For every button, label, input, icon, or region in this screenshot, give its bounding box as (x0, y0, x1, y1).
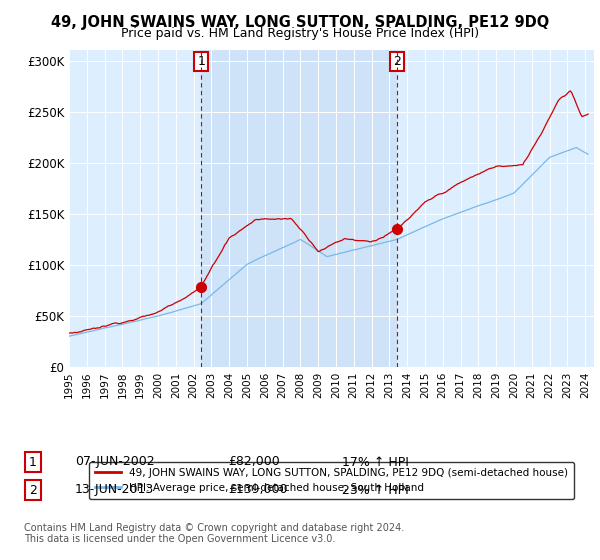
Text: 1: 1 (197, 55, 205, 68)
Text: £82,000: £82,000 (228, 455, 280, 469)
Text: This data is licensed under the Open Government Licence v3.0.: This data is licensed under the Open Gov… (24, 534, 335, 544)
Text: 07-JUN-2002: 07-JUN-2002 (75, 455, 155, 469)
Text: 1: 1 (29, 455, 37, 469)
Text: 13-JUN-2013: 13-JUN-2013 (75, 483, 154, 497)
Text: 2: 2 (393, 55, 401, 68)
Bar (202, 50, 397, 367)
Text: £139,000: £139,000 (228, 483, 287, 497)
Text: Price paid vs. HM Land Registry's House Price Index (HPI): Price paid vs. HM Land Registry's House … (121, 27, 479, 40)
Text: 17% ↑ HPI: 17% ↑ HPI (342, 455, 409, 469)
Legend: 49, JOHN SWAINS WAY, LONG SUTTON, SPALDING, PE12 9DQ (semi-detached house), HPI:: 49, JOHN SWAINS WAY, LONG SUTTON, SPALDI… (89, 461, 574, 499)
Text: 2: 2 (29, 483, 37, 497)
Text: Contains HM Land Registry data © Crown copyright and database right 2024.: Contains HM Land Registry data © Crown c… (24, 523, 404, 533)
Text: 23% ↑ HPI: 23% ↑ HPI (342, 483, 409, 497)
Text: 49, JOHN SWAINS WAY, LONG SUTTON, SPALDING, PE12 9DQ: 49, JOHN SWAINS WAY, LONG SUTTON, SPALDI… (51, 15, 549, 30)
